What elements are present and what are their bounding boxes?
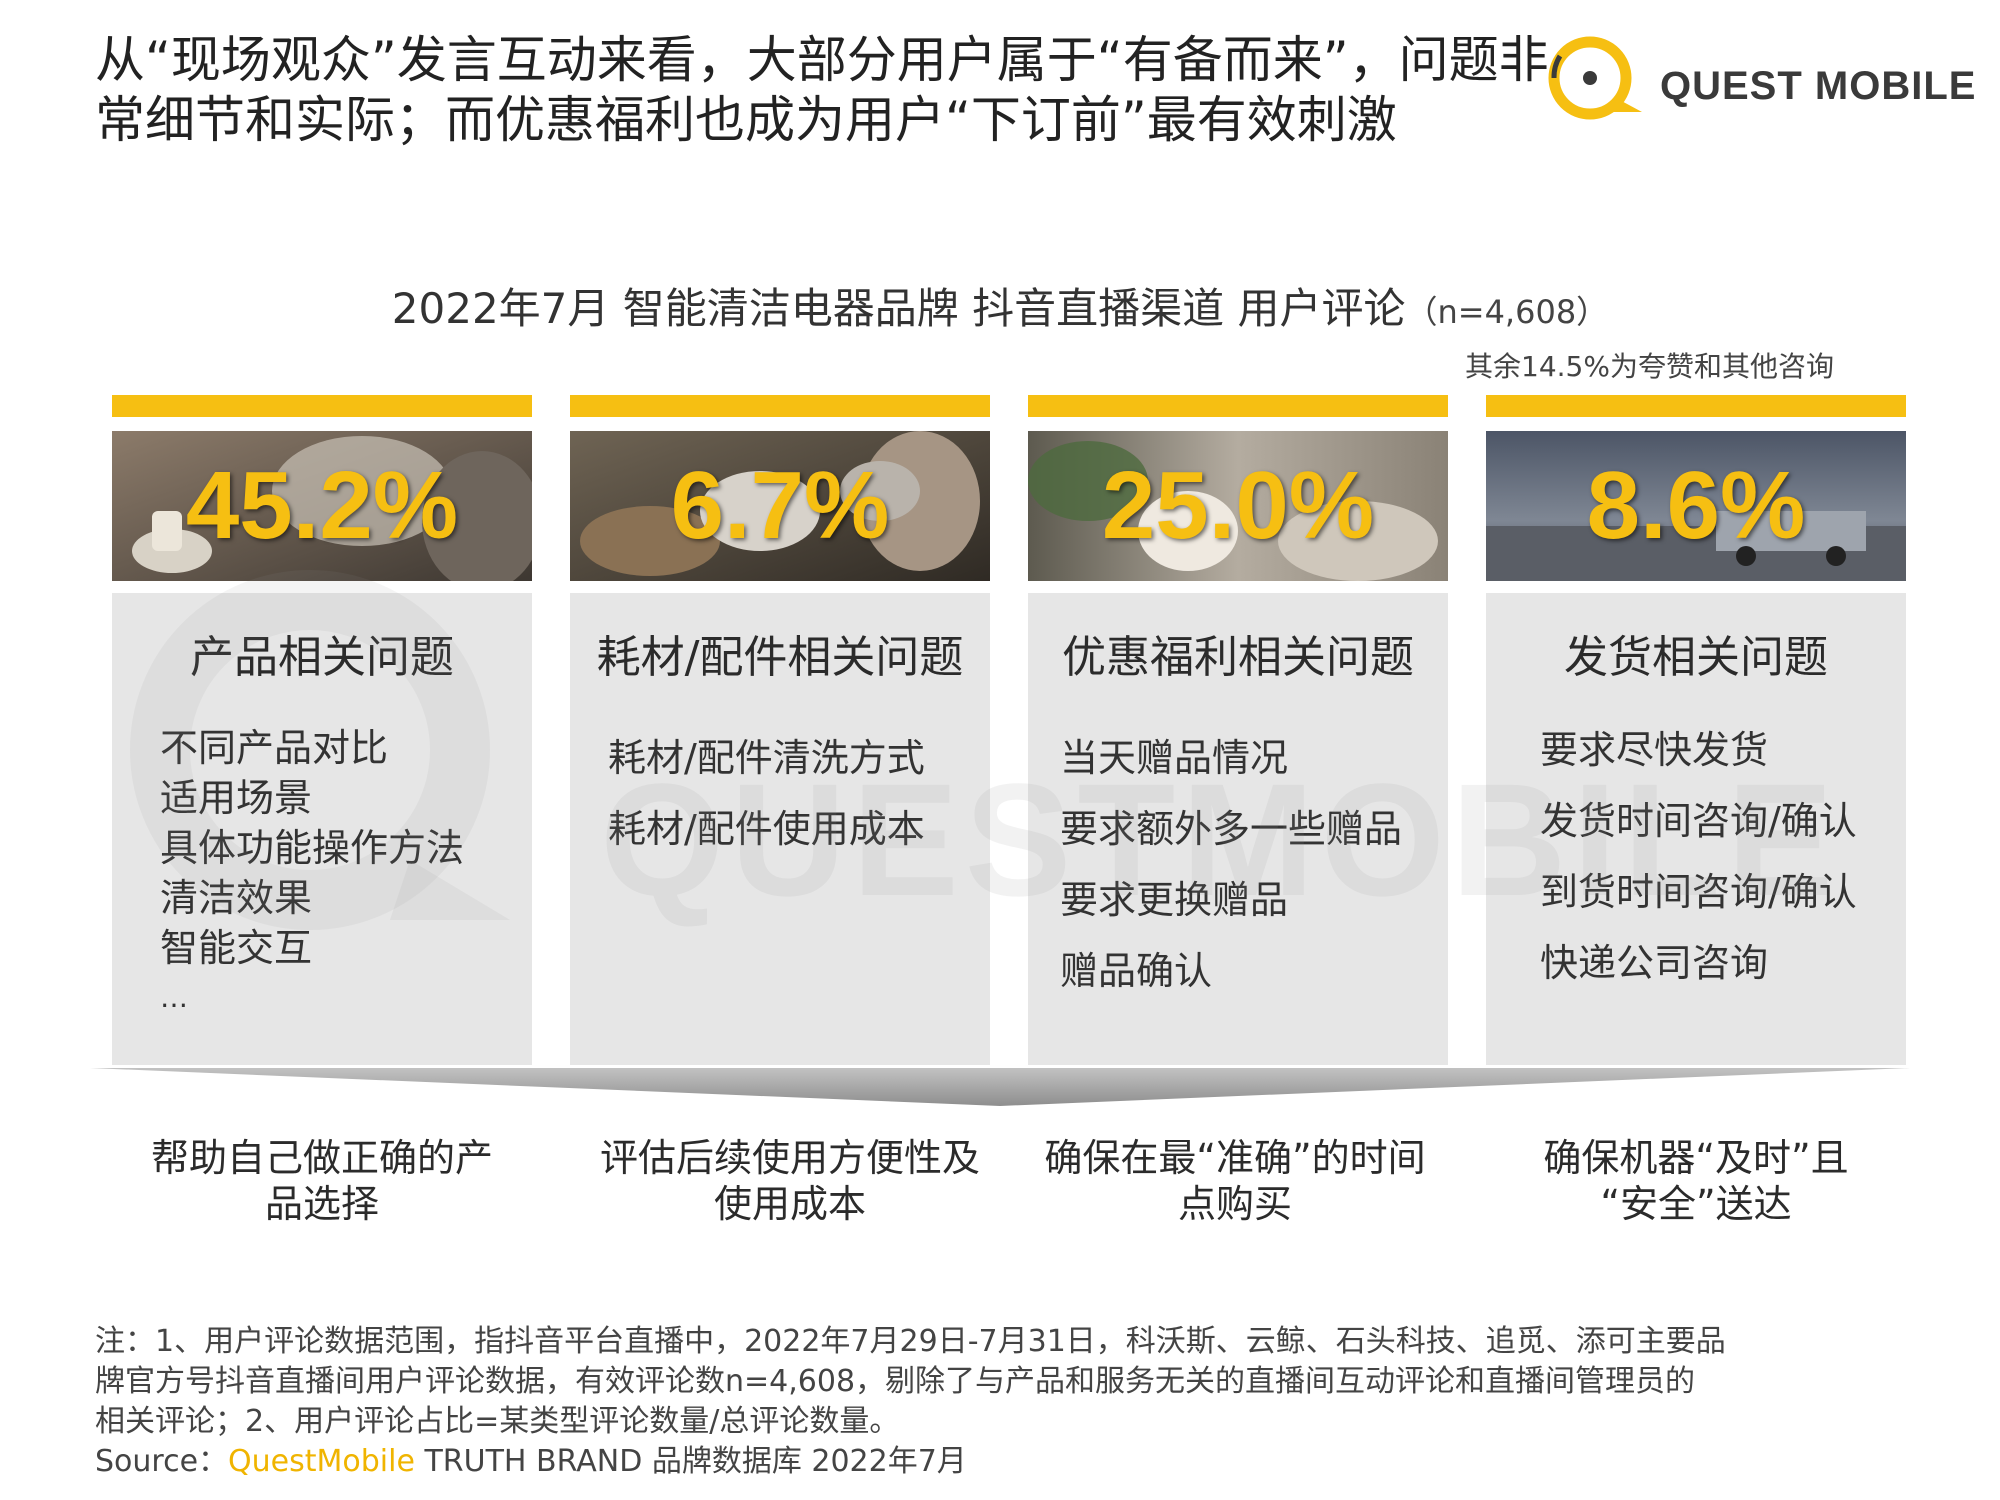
list-item: 要求尽快发货 bbox=[1540, 728, 1769, 772]
source-rest: TRUTH BRAND 品牌数据库 2022年7月 bbox=[414, 1444, 967, 1479]
category-card-promotions: 25.0% 优惠福利相关问题 当天赠品情况 要求额外多一些赠品 要求更换赠品 赠… bbox=[1028, 395, 1448, 1065]
outcome-line: 确保机器“及时”且 bbox=[1543, 1136, 1849, 1180]
list-item: 要求额外多一些赠品 bbox=[1060, 807, 1403, 851]
chart-title-text: 2022年7月 智能清洁电器品牌 抖音直播渠道 用户评论 bbox=[391, 284, 1406, 333]
card-heading: 产品相关问题 bbox=[190, 632, 454, 683]
card-photo-consumables: 6.7% bbox=[570, 431, 990, 581]
card-heading: 优惠福利相关问题 bbox=[1062, 632, 1414, 683]
source-line: Source：QuestMobile TRUTH BRAND 品牌数据库 202… bbox=[95, 1442, 1915, 1482]
card-photo-promotions: 25.0% bbox=[1028, 431, 1448, 581]
card-body: 发货相关问题 要求尽快发货 发货时间咨询/确认 到货时间咨询/确认 快递公司咨询 bbox=[1486, 593, 1906, 1065]
outcome-line: 确保在最“准确”的时间 bbox=[1044, 1136, 1426, 1180]
card-body: 优惠福利相关问题 当天赠品情况 要求额外多一些赠品 要求更换赠品 赠品确认 bbox=[1028, 593, 1448, 1065]
outcome-product: 帮助自己做正确的产 品选择 bbox=[102, 1135, 542, 1227]
outcome-consumables: 评估后续使用方便性及 使用成本 bbox=[570, 1135, 1010, 1227]
photo-airport-cargo bbox=[1486, 431, 1906, 581]
list-item: 耗材/配件使用成本 bbox=[608, 807, 925, 851]
accent-bar bbox=[570, 395, 990, 417]
question-list: 耗材/配件清洗方式 耗材/配件使用成本 bbox=[608, 723, 925, 865]
list-item: 快递公司咨询 bbox=[1540, 941, 1769, 985]
outcome-line: 点购买 bbox=[1177, 1182, 1292, 1226]
card-photo-product: 45.2% bbox=[112, 431, 532, 581]
footnote-line: 注：1、用户评论数据范围，指抖音平台直播中，2022年7月29日-7月31日，科… bbox=[95, 1324, 1726, 1359]
photo-flowers-interior bbox=[1028, 431, 1448, 581]
list-item: 具体功能操作方法 bbox=[160, 826, 465, 870]
card-heading: 耗材/配件相关问题 bbox=[596, 632, 964, 683]
chart-title: 2022年7月 智能清洁电器品牌 抖音直播渠道 用户评论（n=4,608） bbox=[0, 275, 2000, 336]
list-item: 发货时间咨询/确认 bbox=[1540, 799, 1857, 843]
sample-size: （n=4,608） bbox=[1405, 293, 1609, 331]
footnote-line: 牌官方号抖音直播间用户评论数据，有效评论数n=4,608，剔除了与产品和服务无关… bbox=[95, 1364, 1696, 1399]
list-item: 适用场景 bbox=[160, 776, 313, 820]
list-item: 要求更换赠品 bbox=[1060, 878, 1289, 922]
down-arrow-divider bbox=[90, 1068, 1910, 1106]
headline: 从“现场观众”发言互动来看，大部分用户属于“有备而来”，问题非 常细节和实际；而… bbox=[95, 30, 1555, 150]
footnote: 注：1、用户评论数据范围，指抖音平台直播中，2022年7月29日-7月31日，科… bbox=[95, 1322, 1915, 1482]
source-brand: QuestMobile bbox=[228, 1444, 415, 1479]
photo-people-coffee bbox=[112, 431, 532, 581]
share-value: 8.6% bbox=[1586, 452, 1806, 559]
photo-rattan-baskets bbox=[570, 431, 990, 581]
questmobile-logo-icon bbox=[1548, 36, 1642, 120]
question-list: 要求尽快发货 发货时间咨询/确认 到货时间咨询/确认 快递公司咨询 bbox=[1540, 715, 1857, 999]
category-card-shipping: 8.6% 发货相关问题 要求尽快发货 发货时间咨询/确认 到货时间咨询/确认 快… bbox=[1486, 395, 1906, 1065]
list-item: 耗材/配件清洗方式 bbox=[608, 736, 925, 780]
headline-line-2: 常细节和实际；而优惠福利也成为用户“下订前”最有效刺激 bbox=[95, 91, 1397, 149]
outcome-line: 评估后续使用方便性及 bbox=[599, 1136, 980, 1180]
share-value: 45.2% bbox=[185, 452, 459, 559]
question-list: 不同产品对比 适用场景 具体功能操作方法 清洁效果 智能交互 … bbox=[160, 723, 464, 1023]
list-item: 当天赠品情况 bbox=[1060, 736, 1289, 780]
list-item: 智能交互 bbox=[160, 926, 313, 970]
headline-line-1: 从“现场观众”发言互动来看，大部分用户属于“有备而来”，问题非 bbox=[95, 31, 1549, 89]
list-item: 赠品确认 bbox=[1060, 949, 1213, 993]
outcome-line: 使用成本 bbox=[713, 1182, 866, 1226]
list-item: 清洁效果 bbox=[160, 876, 313, 920]
remainder-note: 其余14.5%为夸赞和其他咨询 bbox=[1465, 350, 1834, 383]
card-body: 产品相关问题 不同产品对比 适用场景 具体功能操作方法 清洁效果 智能交互 … bbox=[112, 593, 532, 1065]
footnote-line: 相关评论；2、用户评论占比=某类型评论数量/总评论数量。 bbox=[95, 1404, 900, 1439]
outcome-shipping: 确保机器“及时”且 “安全”送达 bbox=[1476, 1135, 1916, 1227]
outcome-promotions: 确保在最“准确”的时间 点购买 bbox=[1015, 1135, 1455, 1227]
accent-bar bbox=[1486, 395, 1906, 417]
outcome-line: 品选择 bbox=[264, 1182, 379, 1226]
share-value: 6.7% bbox=[670, 452, 890, 559]
outcome-line: 帮助自己做正确的产 bbox=[150, 1136, 493, 1180]
logo-text: QUEST MOBILE bbox=[1660, 64, 1977, 108]
list-item-ellipsis: … bbox=[160, 981, 188, 1014]
outcome-line: “安全”送达 bbox=[1600, 1182, 1792, 1226]
card-photo-shipping: 8.6% bbox=[1486, 431, 1906, 581]
category-card-consumables: 6.7% 耗材/配件相关问题 耗材/配件清洗方式 耗材/配件使用成本 bbox=[570, 395, 990, 1065]
question-list: 当天赠品情况 要求额外多一些赠品 要求更换赠品 赠品确认 bbox=[1060, 723, 1402, 1007]
category-card-product: 45.2% 产品相关问题 不同产品对比 适用场景 具体功能操作方法 清洁效果 智… bbox=[112, 395, 532, 1065]
share-value: 25.0% bbox=[1101, 452, 1375, 559]
card-heading: 发货相关问题 bbox=[1564, 632, 1828, 683]
accent-bar bbox=[1028, 395, 1448, 417]
list-item: 不同产品对比 bbox=[160, 726, 389, 770]
list-item: 到货时间咨询/确认 bbox=[1540, 870, 1857, 914]
card-body: 耗材/配件相关问题 耗材/配件清洗方式 耗材/配件使用成本 bbox=[570, 593, 990, 1065]
accent-bar bbox=[112, 395, 532, 417]
questmobile-logo: QUEST MOBILE bbox=[1530, 28, 1975, 128]
source-prefix: Source： bbox=[95, 1444, 229, 1479]
